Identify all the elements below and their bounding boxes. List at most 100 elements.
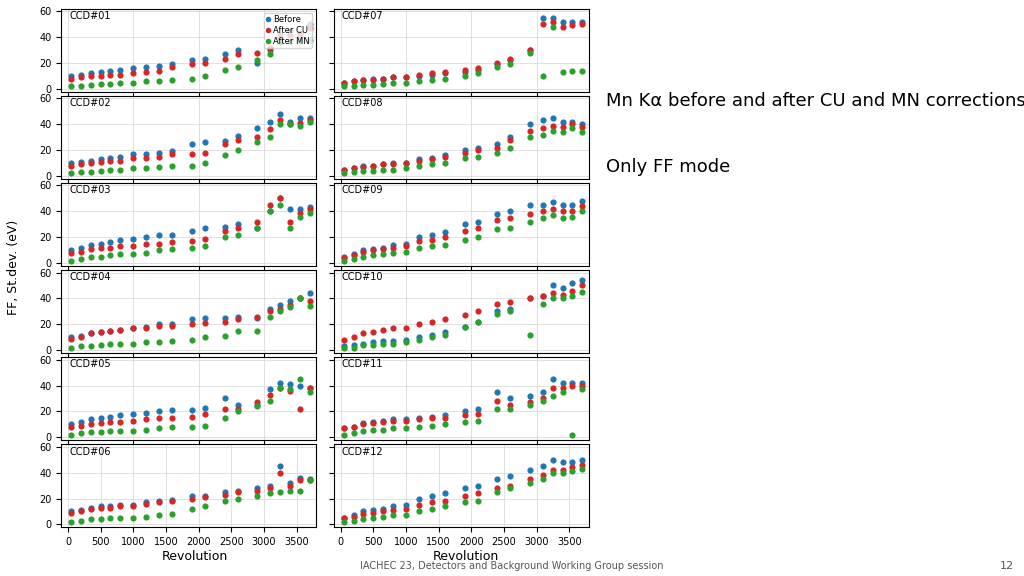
Point [262, 207, 279, 216]
Point [489, 216, 506, 225]
Point [385, 165, 401, 174]
Point [262, 396, 279, 406]
Text: CCD#06: CCD#06 [69, 446, 111, 457]
Point [522, 391, 539, 400]
Text: IACHEC 23, Detectors and Background Working Group session: IACHEC 23, Detectors and Background Work… [360, 562, 664, 571]
Point [102, 502, 119, 511]
Point [355, 245, 372, 255]
Point [574, 455, 591, 464]
Point [554, 17, 570, 26]
Text: CCD#08: CCD#08 [342, 98, 383, 108]
Point [397, 505, 414, 514]
Point [282, 117, 298, 126]
Point [73, 429, 89, 438]
Point [216, 65, 232, 74]
Point [457, 65, 473, 74]
Point [345, 422, 361, 431]
Point [457, 491, 473, 501]
Point [229, 407, 246, 416]
Point [411, 333, 427, 342]
Point [63, 245, 80, 255]
Point [437, 488, 454, 498]
Point [301, 113, 317, 122]
Point [272, 30, 289, 39]
Point [272, 461, 289, 471]
Point [164, 336, 180, 346]
Point [336, 343, 352, 353]
Point [262, 117, 279, 126]
Point [92, 414, 109, 423]
Point [502, 472, 518, 481]
Point [63, 158, 80, 168]
Point [545, 455, 561, 464]
Point [397, 511, 414, 520]
Point [138, 425, 155, 434]
Point [545, 22, 561, 31]
Point [411, 233, 427, 242]
Point [138, 233, 155, 242]
Point [375, 244, 391, 253]
Point [574, 460, 591, 469]
Point [375, 507, 391, 516]
Point [152, 162, 168, 172]
Point [83, 503, 99, 512]
Point [345, 77, 361, 86]
Point [365, 513, 381, 522]
Point [437, 151, 454, 160]
Point [470, 410, 486, 419]
Point [424, 317, 440, 327]
Point [292, 294, 308, 303]
Point [365, 74, 381, 84]
Point [272, 304, 289, 313]
Point [138, 323, 155, 332]
Point [397, 73, 414, 82]
Point [262, 125, 279, 134]
Point [184, 491, 201, 501]
Point [470, 317, 486, 327]
Point [63, 333, 80, 342]
Point [375, 336, 391, 346]
Point [375, 160, 391, 169]
Point [164, 510, 180, 519]
Point [470, 223, 486, 233]
Point [102, 417, 119, 426]
Point [457, 146, 473, 155]
Point [102, 326, 119, 335]
Point [197, 242, 213, 251]
Point [397, 158, 414, 168]
Point [164, 149, 180, 158]
Point [502, 400, 518, 410]
Point [152, 497, 168, 506]
Point [262, 207, 279, 216]
Point [164, 244, 180, 253]
Point [63, 169, 80, 178]
Point [282, 204, 298, 213]
Point [489, 225, 506, 234]
Point [249, 326, 265, 335]
Point [345, 168, 361, 177]
Point [345, 512, 361, 521]
Point [574, 464, 591, 473]
Point [345, 333, 361, 342]
Point [164, 414, 180, 423]
Point [262, 307, 279, 316]
Point [262, 312, 279, 321]
Point [345, 164, 361, 173]
Point [152, 338, 168, 347]
Point [457, 323, 473, 332]
Point [489, 396, 506, 406]
Point [424, 235, 440, 244]
Point [411, 156, 427, 165]
Point [73, 82, 89, 91]
Point [574, 122, 591, 131]
Point [197, 158, 213, 168]
Point [502, 143, 518, 152]
Point [564, 200, 581, 210]
Point [112, 417, 128, 426]
Point [574, 381, 591, 390]
Point [216, 137, 232, 146]
Point [397, 247, 414, 256]
Point [216, 394, 232, 403]
Point [125, 324, 141, 333]
Point [138, 512, 155, 521]
